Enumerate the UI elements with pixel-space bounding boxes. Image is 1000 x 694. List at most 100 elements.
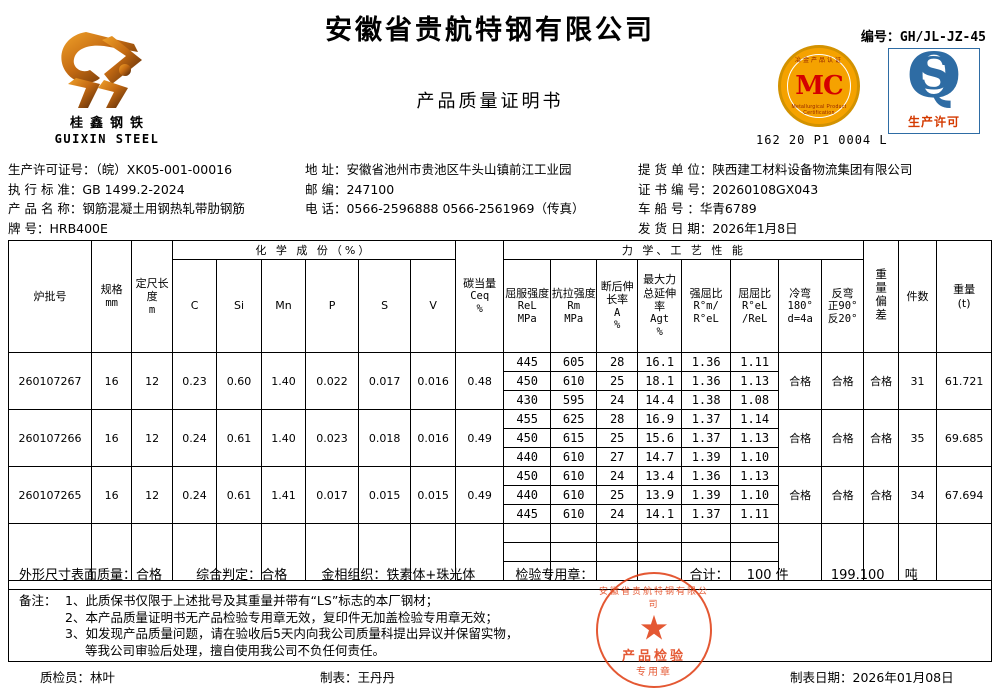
info-column-left: 生产许可证号：（皖）XK05-001-00016 执 行 标 准：GB 1499…: [8, 160, 245, 238]
info-value-ship-date: 2026年1月8日: [712, 220, 798, 236]
summary-metallography-label: 金相组织：: [321, 568, 387, 583]
cell-ratio-rm: 1.36: [682, 467, 730, 486]
info-row-license: 生产许可证号：（皖）XK05-001-00016: [8, 160, 245, 180]
cell-heat-no: 260107265: [8, 466, 92, 524]
info-value-license: （皖）XK05-001-00016: [95, 162, 233, 177]
cell-weight-deviation: 合格: [863, 466, 899, 524]
cell-elong: 27: [609, 450, 625, 464]
cell-yield: 450: [504, 371, 550, 391]
cell-weight: 69.685: [936, 409, 992, 467]
cell-empty: [8, 523, 92, 581]
cell-s: 0.017: [357, 352, 412, 410]
info-label-vehicle: 车 船 号 ：: [638, 201, 700, 216]
cell-ratio-rel: 1.10: [740, 450, 770, 464]
th-weight: 重量 (t): [936, 240, 992, 353]
summary-total-pieces: 100 件: [746, 568, 789, 583]
th-rebend-label: 反弯: [831, 286, 854, 300]
info-value-address: 安徽省池州市贵池区牛头山镇前江工业园: [346, 162, 572, 177]
th-cold-bend-label: 冷弯: [789, 286, 812, 300]
th-v: V: [410, 259, 456, 353]
cell-bend: 合格: [778, 466, 822, 524]
table-row: 260107266 16 12 0.24 0.61 1.40 0.023 0.0…: [8, 409, 992, 467]
cell-empty: [357, 523, 412, 581]
cell-tensile-group: 610 610 610: [549, 466, 598, 524]
notes-list: 1、此质保书仅限于上述批号及其重量并带有“LS”标志的本厂钢材； 2、本产品质量…: [65, 593, 991, 659]
cell-ratio-rm-group: 1.36 1.39 1.37: [681, 466, 731, 524]
document-title: 产品质量证明书: [416, 91, 564, 112]
info-label-grade: 牌 号：: [8, 220, 50, 236]
cell-tensile: 610: [562, 507, 585, 521]
info-row-product: 产 品 名 称：钢筋混凝土用钢热轧带肋钢筋: [8, 199, 245, 219]
cell-empty: [820, 523, 865, 581]
th-elongation-label: 断后伸长率: [600, 279, 634, 307]
cell-ceq: 0.49: [454, 466, 505, 524]
th-tensile-strength: 抗拉强度 Rm MPa: [549, 259, 598, 353]
cell-si: 0.61: [216, 409, 262, 467]
th-c: C: [171, 259, 218, 353]
info-value-zip: 247100: [346, 181, 395, 197]
cell-tensile: 610: [550, 371, 597, 391]
cell-mn: 1.40: [260, 409, 307, 467]
th-ceq-symbol: Ceq: [470, 290, 490, 303]
info-value-product: 钢筋混凝土用钢热轧带肋钢筋: [82, 201, 245, 216]
cell-agt: 14.7: [645, 450, 675, 464]
cell-elong-group: 28 25 24: [596, 352, 638, 410]
th-yield-strength: 屈服强度 ReL MPa: [503, 259, 551, 353]
cell-pieces: 31: [897, 352, 938, 410]
cell-yield: 450: [504, 428, 550, 448]
th-weight-unit: (t): [957, 296, 971, 310]
quality-data-table: 炉批号 规格 mm 定尺长度 m 化 学 成 份（%） 碳当量 Ceq % 力 …: [8, 240, 992, 581]
summary-overall-label: 综合判定：: [196, 568, 262, 583]
cell-ratio-rm-group: 1.37 1.37 1.39: [681, 409, 731, 467]
th-ceq-unit: %: [476, 303, 483, 316]
cell-yield-group: 455 450 440: [503, 409, 551, 467]
info-label-license: 生产许可证号：: [8, 162, 96, 177]
info-label-zip: 邮 编：: [305, 181, 347, 197]
cell-ratio-rel: 1.08: [740, 393, 770, 407]
summary-surface-value: 合格: [136, 568, 163, 583]
cell-ratio-rm: 1.37: [682, 428, 730, 448]
th-length-label: 定尺长度: [135, 276, 169, 304]
mc-seal-number: 162 20 P1 0004 L: [756, 133, 888, 147]
th-yield-ratio: 屈屈比 R°eL /ReL: [729, 259, 780, 353]
table-group-header-row: 炉批号 规格 mm 定尺长度 m 化 学 成 份（%） 碳当量 Ceq % 力 …: [8, 240, 992, 353]
cell-empty-group: [503, 523, 551, 581]
cell-elong: 25: [597, 485, 637, 505]
note-line: 3、如发现产品质量问题，请在验收后5天内向我公司质量科提出异议并保留实物，: [65, 626, 519, 641]
th-weight-label: 重量: [953, 283, 976, 297]
th-agt: 最大力总延伸率 Agt %: [636, 259, 683, 353]
cell-v: 0.016: [410, 409, 456, 467]
cell-p: 0.023: [305, 409, 359, 467]
cell-mn: 1.41: [260, 466, 307, 524]
cell-agt: 18.1: [637, 371, 682, 391]
cell-yield-group: 450 440 445: [503, 466, 551, 524]
th-yield-label: 屈服强度: [505, 286, 550, 300]
cell-c: 0.24: [171, 409, 218, 467]
th-yield-ratio-line1: R°eL: [742, 299, 768, 312]
th-agt-symbol: Agt: [650, 313, 670, 326]
cell-length: 12: [131, 409, 173, 467]
cell-agt: 13.4: [637, 467, 682, 486]
th-yield-ratio-line2: /ReL: [742, 312, 768, 325]
info-row-ship-date: 发 货 日 期：2026年1月8日: [638, 219, 912, 239]
summary-bar: 外形尺寸表面质量：合格 综合判定：合格 金相组织：铁素体+珠光体 检验专用章： …: [8, 563, 992, 590]
cell-elong-group: 28 25 27: [596, 409, 638, 467]
th-yield-symbol: ReL: [517, 299, 537, 312]
mc-seal-arc-bottom: Metallurgical Product Certification: [791, 104, 847, 116]
summary-surface-label: 外形尺寸表面质量：: [19, 568, 137, 583]
th-tensile-unit: MPa: [564, 312, 584, 325]
cell-elong: 25: [597, 371, 637, 391]
info-value-consignee: 陕西建工材料设备物流集团有限公司: [712, 162, 913, 177]
cell-tensile: 625: [550, 410, 597, 429]
page-header: 桂鑫钢铁 GUIXIN STEEL 安徽省贵航特钢有限公司 产品质量证明书 编号…: [0, 0, 1000, 158]
info-row-phone: 电 话：0566-2596888 0566-2561969（传真）: [305, 199, 584, 219]
date-value: 2026年01月08日: [852, 670, 954, 685]
cell-tensile: 595: [562, 393, 585, 407]
mc-seal-center-text: MC: [795, 71, 843, 101]
cell-agt: 15.6: [637, 428, 682, 448]
cell-ratio-rel-group: 1.13 1.10 1.11: [729, 466, 780, 524]
cell-empty: [305, 523, 359, 581]
company-title: 安徽省贵航特钢有限公司: [325, 15, 655, 46]
info-label-phone: 电 话：: [305, 201, 347, 216]
th-spec-label: 规格: [100, 283, 123, 297]
